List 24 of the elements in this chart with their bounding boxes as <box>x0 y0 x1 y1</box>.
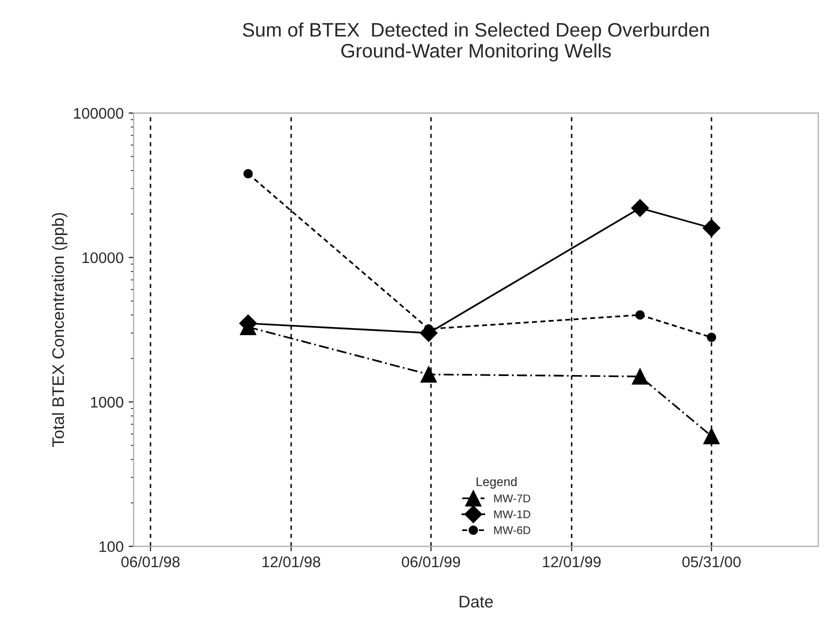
x-tick-label: 12/01/98 <box>262 556 320 568</box>
legend-label: MW-1D <box>494 510 530 518</box>
legend-label: MW-7D <box>494 494 530 502</box>
y-tick-label: 100 <box>100 541 124 552</box>
y-tick-label: 10000 <box>82 252 124 264</box>
y-axis-title: Total BTEX Concentration (ppb) <box>52 213 68 447</box>
x-axis-title: Date <box>460 596 493 608</box>
chart-title: Sum of BTEX Detected in Selected Deep Overburden Ground-Water Monitoring Wells <box>242 22 709 62</box>
point <box>703 428 720 444</box>
legend-title: Legend <box>476 476 517 489</box>
x-tick-label: 06/01/99 <box>402 556 460 568</box>
point <box>702 219 720 237</box>
point <box>706 332 716 342</box>
legend-label: MW-6D <box>494 526 530 534</box>
x-tick-label: 06/01/98 <box>121 556 180 568</box>
point <box>420 366 437 383</box>
point <box>243 169 253 178</box>
point <box>632 368 648 385</box>
y-tick-label: 1000 <box>91 396 124 408</box>
y-tick-label: 100000 <box>74 108 124 119</box>
x-tick-label: 05/31/00 <box>682 556 741 568</box>
x-tick-label: 12/01/99 <box>543 556 601 568</box>
point <box>631 199 649 217</box>
point <box>635 310 645 320</box>
